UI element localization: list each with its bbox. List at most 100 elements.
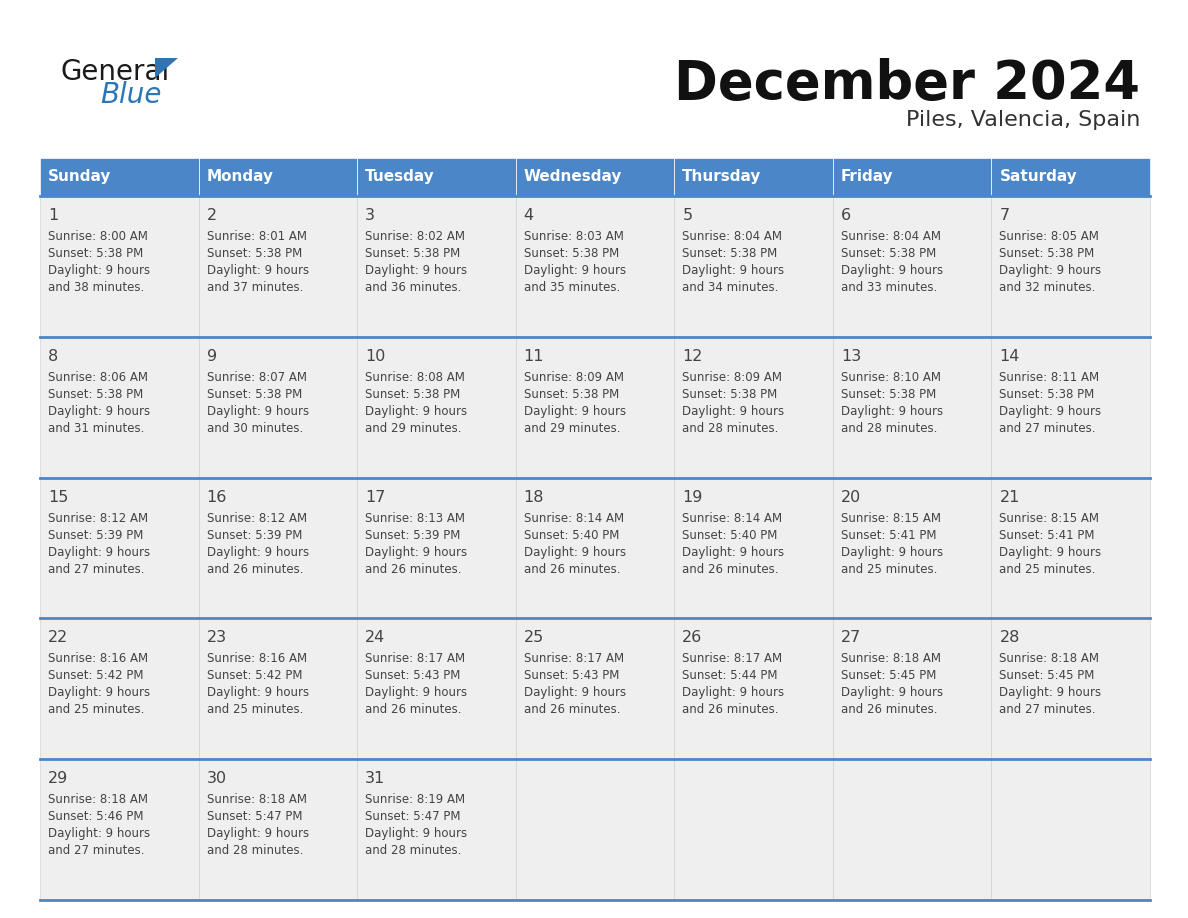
Text: Sunrise: 8:17 AM: Sunrise: 8:17 AM: [365, 653, 466, 666]
Text: Daylight: 9 hours: Daylight: 9 hours: [841, 405, 943, 418]
Text: and 38 minutes.: and 38 minutes.: [48, 281, 144, 294]
Text: Daylight: 9 hours: Daylight: 9 hours: [999, 545, 1101, 558]
Text: and 28 minutes.: and 28 minutes.: [841, 421, 937, 435]
Bar: [675, 196, 833, 337]
Text: 28: 28: [999, 631, 1019, 645]
Text: 15: 15: [48, 489, 69, 505]
Text: Sunrise: 8:04 AM: Sunrise: 8:04 AM: [682, 230, 782, 243]
Text: 6: 6: [841, 208, 851, 223]
Text: 11: 11: [524, 349, 544, 364]
Text: Sunrise: 8:04 AM: Sunrise: 8:04 AM: [841, 230, 941, 243]
Text: Sunrise: 8:18 AM: Sunrise: 8:18 AM: [999, 653, 1099, 666]
Text: Daylight: 9 hours: Daylight: 9 hours: [365, 264, 467, 277]
Bar: [40, 477, 198, 619]
Bar: [833, 759, 992, 900]
Bar: [992, 196, 1150, 337]
Text: Daylight: 9 hours: Daylight: 9 hours: [999, 687, 1101, 700]
Text: Sunrise: 8:01 AM: Sunrise: 8:01 AM: [207, 230, 307, 243]
Text: Daylight: 9 hours: Daylight: 9 hours: [524, 687, 626, 700]
Bar: [516, 477, 675, 619]
Text: and 27 minutes.: and 27 minutes.: [48, 845, 145, 857]
Text: 27: 27: [841, 631, 861, 645]
Bar: [833, 158, 992, 196]
Text: Wednesday: Wednesday: [524, 170, 623, 185]
Bar: [833, 477, 992, 619]
Text: Friday: Friday: [841, 170, 893, 185]
Text: 4: 4: [524, 208, 533, 223]
Text: 25: 25: [524, 631, 544, 645]
Text: Sunset: 5:43 PM: Sunset: 5:43 PM: [365, 669, 461, 682]
Text: Sunrise: 8:19 AM: Sunrise: 8:19 AM: [365, 793, 466, 806]
Text: and 26 minutes.: and 26 minutes.: [682, 563, 779, 576]
Bar: [40, 759, 198, 900]
Bar: [992, 759, 1150, 900]
Text: Sunrise: 8:12 AM: Sunrise: 8:12 AM: [207, 511, 307, 524]
Text: Sunset: 5:39 PM: Sunset: 5:39 PM: [48, 529, 144, 542]
Text: 24: 24: [365, 631, 385, 645]
Bar: [198, 619, 358, 759]
Text: Sunset: 5:38 PM: Sunset: 5:38 PM: [207, 387, 302, 401]
Text: and 26 minutes.: and 26 minutes.: [524, 703, 620, 716]
Text: General: General: [61, 58, 169, 86]
Polygon shape: [154, 58, 178, 78]
Text: and 26 minutes.: and 26 minutes.: [524, 563, 620, 576]
Text: 21: 21: [999, 489, 1019, 505]
Text: and 33 minutes.: and 33 minutes.: [841, 281, 937, 294]
Text: 12: 12: [682, 349, 702, 364]
Text: 14: 14: [999, 349, 1019, 364]
Text: Daylight: 9 hours: Daylight: 9 hours: [207, 545, 309, 558]
Text: Sunset: 5:38 PM: Sunset: 5:38 PM: [48, 247, 144, 260]
Text: Daylight: 9 hours: Daylight: 9 hours: [682, 405, 784, 418]
Text: Sunrise: 8:17 AM: Sunrise: 8:17 AM: [524, 653, 624, 666]
Text: Sunrise: 8:05 AM: Sunrise: 8:05 AM: [999, 230, 1099, 243]
Text: Sunset: 5:38 PM: Sunset: 5:38 PM: [48, 387, 144, 401]
Text: Daylight: 9 hours: Daylight: 9 hours: [48, 545, 150, 558]
Text: Sunset: 5:38 PM: Sunset: 5:38 PM: [841, 247, 936, 260]
Bar: [675, 477, 833, 619]
Text: 19: 19: [682, 489, 702, 505]
Text: Sunset: 5:39 PM: Sunset: 5:39 PM: [365, 529, 461, 542]
Text: Daylight: 9 hours: Daylight: 9 hours: [999, 405, 1101, 418]
Text: and 31 minutes.: and 31 minutes.: [48, 421, 145, 435]
Text: Daylight: 9 hours: Daylight: 9 hours: [841, 687, 943, 700]
Text: Sunset: 5:38 PM: Sunset: 5:38 PM: [365, 387, 461, 401]
Text: 29: 29: [48, 771, 68, 786]
Bar: [675, 759, 833, 900]
Bar: [198, 477, 358, 619]
Text: Daylight: 9 hours: Daylight: 9 hours: [682, 687, 784, 700]
Bar: [516, 196, 675, 337]
Text: 7: 7: [999, 208, 1010, 223]
Text: 8: 8: [48, 349, 58, 364]
Text: Monday: Monday: [207, 170, 273, 185]
Text: Daylight: 9 hours: Daylight: 9 hours: [48, 827, 150, 840]
Text: and 28 minutes.: and 28 minutes.: [682, 421, 778, 435]
Text: and 26 minutes.: and 26 minutes.: [365, 563, 462, 576]
Text: and 29 minutes.: and 29 minutes.: [524, 421, 620, 435]
Text: Sunrise: 8:11 AM: Sunrise: 8:11 AM: [999, 371, 1100, 384]
Bar: [40, 619, 198, 759]
Bar: [516, 759, 675, 900]
Text: Sunset: 5:38 PM: Sunset: 5:38 PM: [841, 387, 936, 401]
Text: and 32 minutes.: and 32 minutes.: [999, 281, 1095, 294]
Text: Daylight: 9 hours: Daylight: 9 hours: [48, 264, 150, 277]
Text: Daylight: 9 hours: Daylight: 9 hours: [841, 545, 943, 558]
Text: Daylight: 9 hours: Daylight: 9 hours: [207, 687, 309, 700]
Text: and 27 minutes.: and 27 minutes.: [999, 421, 1095, 435]
Text: Sunset: 5:47 PM: Sunset: 5:47 PM: [365, 811, 461, 823]
Text: Sunset: 5:45 PM: Sunset: 5:45 PM: [841, 669, 936, 682]
Text: Sunrise: 8:14 AM: Sunrise: 8:14 AM: [682, 511, 783, 524]
Bar: [992, 619, 1150, 759]
Text: Daylight: 9 hours: Daylight: 9 hours: [999, 264, 1101, 277]
Text: Daylight: 9 hours: Daylight: 9 hours: [841, 264, 943, 277]
Text: Tuesday: Tuesday: [365, 170, 435, 185]
Bar: [833, 619, 992, 759]
Text: Sunset: 5:43 PM: Sunset: 5:43 PM: [524, 669, 619, 682]
Text: Daylight: 9 hours: Daylight: 9 hours: [365, 827, 467, 840]
Text: Sunrise: 8:02 AM: Sunrise: 8:02 AM: [365, 230, 466, 243]
Text: 31: 31: [365, 771, 385, 786]
Text: Daylight: 9 hours: Daylight: 9 hours: [48, 405, 150, 418]
Text: Thursday: Thursday: [682, 170, 762, 185]
Text: Piles, Valencia, Spain: Piles, Valencia, Spain: [905, 110, 1140, 130]
Bar: [992, 158, 1150, 196]
Text: Sunset: 5:47 PM: Sunset: 5:47 PM: [207, 811, 302, 823]
